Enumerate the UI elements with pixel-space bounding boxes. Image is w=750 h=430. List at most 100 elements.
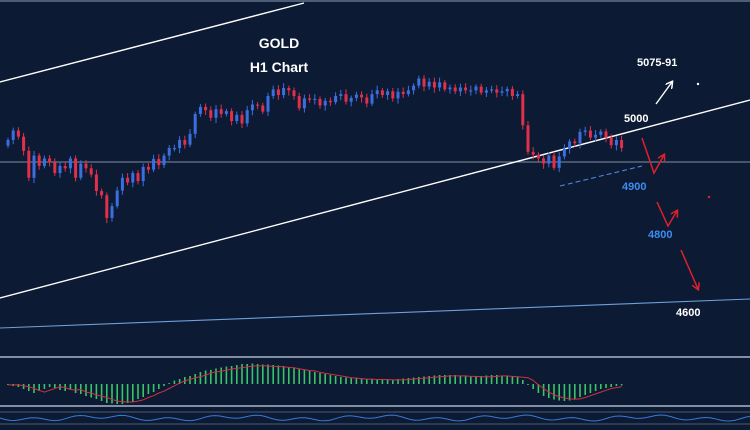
candle-bull (557, 156, 561, 168)
candle-bear (308, 98, 312, 100)
candle-bull (32, 155, 36, 178)
candle-bull (282, 87, 286, 96)
candle-bull (458, 87, 462, 92)
rsi-line (0, 414, 750, 422)
candle-bull (568, 141, 572, 149)
candle-bull (594, 134, 598, 138)
candle-bull (396, 91, 400, 99)
candle-bull (178, 139, 182, 148)
candle-bear (479, 86, 483, 93)
candle-bull (349, 97, 353, 102)
candle-bull (198, 106, 202, 114)
candle-bull (58, 165, 62, 174)
candle-bear (588, 130, 592, 138)
level-label-4800: 4800 (648, 229, 673, 241)
candle-bull (583, 130, 587, 132)
candle-bull (214, 109, 218, 118)
candle-bear (464, 87, 468, 91)
candle-bear (360, 94, 364, 98)
candle-bull (484, 90, 488, 93)
candle-bear (432, 81, 436, 88)
candle-bull (505, 88, 509, 92)
candle-bull (490, 89, 494, 91)
candle-bull (120, 177, 124, 191)
candle-bear (157, 158, 161, 166)
candle-bull (172, 148, 176, 150)
candle-bull (339, 94, 343, 97)
candle-bull (11, 130, 15, 140)
chart-title: GOLD (258, 35, 300, 51)
candle-bear (344, 94, 348, 102)
oscillator-signal-line (8, 365, 622, 403)
candle-bear (609, 137, 613, 146)
candle-bear (126, 177, 130, 183)
candle-bull (152, 158, 156, 170)
level-label-5000: 5000 (624, 113, 649, 125)
candle-bear (443, 82, 447, 90)
candle-bull (386, 91, 390, 96)
candle-bull (406, 90, 410, 95)
target-dot-5075 (696, 82, 700, 86)
candle-bull (266, 96, 270, 112)
candle-bear (453, 87, 457, 92)
candle-bull (500, 91, 504, 93)
candle-bear (22, 136, 26, 151)
candle-bull (562, 148, 566, 157)
candle-bear (27, 150, 31, 178)
candle-bear (287, 87, 291, 91)
level-label-4600: 4600 (676, 307, 701, 319)
candle-bull (131, 173, 135, 183)
candle-bear (510, 88, 514, 97)
candle-bear (380, 90, 384, 96)
candle-bull (235, 114, 239, 122)
candle-bear (318, 98, 322, 106)
candle-bull (516, 94, 520, 97)
red-swing-arrow-1 (641, 137, 664, 175)
candle-bear (297, 96, 301, 109)
candle-bull (245, 110, 249, 124)
candle-bear (292, 90, 296, 97)
level-label-5075-91: 5075-91 (637, 57, 678, 69)
candle-bull (250, 104, 254, 111)
candle-bear (521, 94, 525, 126)
candle-bear (391, 91, 395, 99)
candle-bear (105, 195, 109, 218)
candle-bull (438, 82, 442, 88)
target-dot-red (707, 195, 711, 199)
candle-bull (599, 131, 603, 135)
long-support-line (0, 298, 750, 329)
red-down-arrow (680, 249, 698, 289)
candle-bear (573, 141, 577, 144)
candle-bull (115, 190, 119, 207)
candle-bear (495, 89, 499, 93)
candle-bull (6, 139, 10, 146)
candle-bear (276, 89, 280, 96)
candle-bear (219, 109, 223, 114)
candle-bull (448, 87, 452, 90)
candle-bear (536, 154, 540, 159)
candle-bear (261, 105, 265, 112)
candle-bear (37, 155, 41, 166)
candle-bull (578, 131, 582, 144)
candle-bear (89, 168, 93, 175)
candle-bull (188, 133, 192, 145)
candle-bull (474, 86, 478, 91)
candle-bull (79, 163, 83, 178)
candle-bear (183, 139, 187, 145)
candle-bear (84, 163, 88, 169)
upper-channel-trendline (0, 2, 305, 83)
candle-bull (412, 85, 416, 91)
short-support-dashed-line (559, 165, 643, 187)
candle-bull (302, 98, 306, 109)
candle-bull (614, 139, 618, 146)
candle-bear (53, 162, 57, 174)
candle-bear (74, 158, 78, 178)
candle-bull (162, 155, 166, 166)
candle-bear (604, 131, 608, 138)
red-swing-arrow-2 (656, 201, 677, 228)
candle-bear (328, 100, 332, 103)
candle-bull (271, 89, 275, 97)
candle-bear (209, 110, 213, 118)
candle-bear (256, 104, 260, 106)
candle-bear (542, 158, 546, 164)
